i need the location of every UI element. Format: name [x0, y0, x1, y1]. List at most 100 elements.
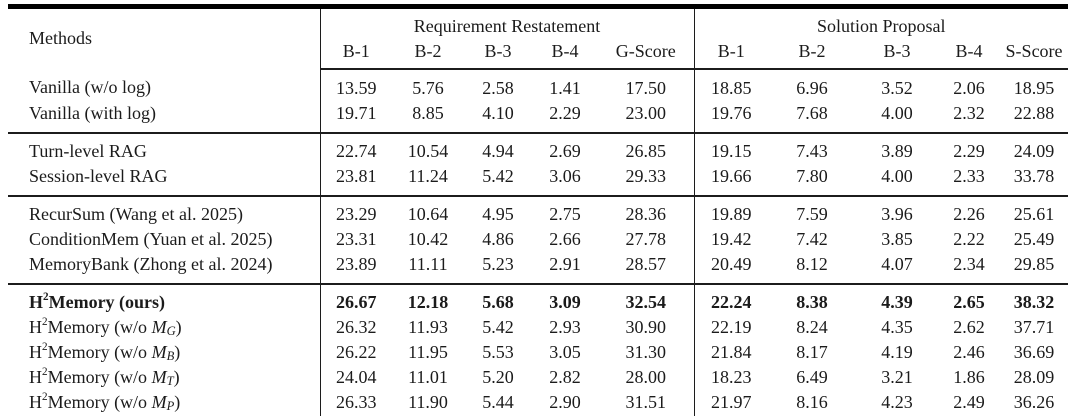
req-b-4-value: 2.90 [549, 391, 581, 412]
req-b-3-value: 5.42 [482, 316, 514, 337]
req-b-1-value: 23.81 [319, 164, 392, 196]
sol-b-3-value: 4.00 [881, 102, 913, 123]
req-b-2-value: 10.54 [392, 132, 464, 164]
req-b-1-value: 26.22 [319, 340, 392, 365]
sol-s-score-value: 22.88 [1013, 102, 1055, 123]
req-b-2-value: 11.90 [408, 391, 448, 412]
sol-b-4-value: 2.06 [953, 77, 985, 98]
req-b-2-value: 5.76 [412, 77, 444, 98]
req-b-4-value: 2.93 [549, 316, 581, 337]
req-b-1-value: 24.04 [319, 365, 392, 390]
method-name: H2Memory (w/o MG) [29, 316, 182, 339]
req-g-score-column-header: G-Score [598, 40, 695, 70]
req-b-3-value: 5.53 [482, 341, 514, 362]
sol-s-score-value: 36.69 [1013, 341, 1055, 362]
req-g-score-value: 30.90 [625, 316, 667, 337]
req-b-1-value: 23.31 [319, 227, 392, 252]
req-g-score-value: 28.36 [598, 195, 695, 227]
req-b-4-value: 3.09 [532, 283, 598, 315]
method-name: RecurSum (Wang et al. 2025) [8, 195, 320, 227]
sol-b-2-value: 8.24 [796, 316, 828, 337]
req-g-score-value: 31.51 [625, 391, 667, 412]
req-g-score-value: 28.00 [625, 366, 667, 387]
req-b-1-value: 23.29 [319, 195, 392, 227]
sol-s-score-value: 24.09 [1000, 132, 1069, 164]
sol-b-1-value: 22.24 [693, 283, 769, 315]
req-b-3-value: 4.10 [482, 102, 514, 123]
req-g-score-value: 29.33 [625, 165, 667, 186]
req-b-2-value: 8.85 [412, 102, 444, 123]
table-body: Vanilla (w/o log) 13.59 5.76 2.58 1.41 17.50 1… [8, 69, 1069, 416]
sol-b-1-value: 19.15 [693, 132, 769, 164]
method-name: Turn-level RAG [8, 132, 320, 164]
method-name: Session-level RAG [29, 165, 168, 186]
sol-b-4-value: 2.49 [953, 391, 985, 412]
req-b-2-value: 12.18 [392, 283, 464, 315]
sol-s-score-value: 25.61 [1000, 195, 1069, 227]
req-b-1-value: 23.89 [319, 252, 392, 284]
sol-b-4-value: 2.32 [953, 102, 985, 123]
req-g-score-value: 32.54 [598, 283, 695, 315]
req-b-3-value: 4.94 [464, 132, 532, 164]
req-g-score-value: 17.50 [625, 77, 667, 98]
req-b-4-value: 2.69 [532, 132, 598, 164]
sol-b-3-value: 3.21 [881, 366, 913, 387]
sol-b-2-value: 7.59 [768, 195, 857, 227]
sol-b-4-value: 2.22 [953, 228, 985, 249]
sol-b-4-value: 2.29 [938, 132, 1001, 164]
group-header-solution-proposal: Solution Proposal [693, 6, 1069, 40]
req-b-4-value: 2.29 [549, 102, 581, 123]
method-name: H2Memory (w/o MP) [29, 391, 181, 414]
table-row: H2Memory (w/o MG) 26.32 11.93 5.42 2.93 30.90… [8, 315, 1068, 340]
sol-b-3-value: 4.07 [881, 253, 913, 274]
methods-column-header: Methods [29, 28, 92, 49]
sol-b-2-value: 7.43 [768, 132, 857, 164]
sol-b-1-value: 22.19 [693, 315, 769, 340]
req-b-1-value: 26.67 [319, 283, 392, 315]
sol-b-1-value: 20.49 [693, 252, 769, 284]
req-b-2-value: 11.24 [408, 165, 448, 186]
sol-b-3-value: 3.89 [856, 132, 939, 164]
sol-b-2-value: 6.96 [796, 77, 828, 98]
sol-b-3-value: 3.52 [881, 77, 913, 98]
table-row: H2Memory (ours) 26.67 12.18 5.68 3.09 32.54 22… [8, 283, 1069, 315]
sol-b-3-value: 4.23 [881, 391, 913, 412]
req-b-1-value: 26.32 [319, 315, 392, 340]
req-b-3-value: 5.42 [482, 165, 514, 186]
sol-s-score-value: 29.85 [1013, 253, 1055, 274]
method-name: ConditionMem (Yuan et al. 2025) [29, 228, 273, 249]
req-b-3-value: 4.86 [482, 228, 514, 249]
req-b-4-value: 2.82 [549, 366, 581, 387]
sol-b-2-value: 7.68 [796, 102, 828, 123]
method-name: Vanilla (w/o log) [29, 77, 151, 98]
sol-b-3-value: 4.00 [881, 165, 913, 186]
sol-b-2-value: 8.17 [796, 341, 828, 362]
req-g-score-value: 31.30 [625, 341, 667, 362]
sol-b-1-value: 19.89 [693, 195, 769, 227]
req-b-1-value: 26.33 [319, 390, 392, 416]
req-b-2-column-header: B-2 [392, 40, 464, 70]
req-b-3-value: 5.44 [482, 391, 514, 412]
req-b-3-column-header: B-3 [464, 40, 532, 70]
sol-b-2-value: 8.16 [796, 391, 828, 412]
req-b-3-value: 5.23 [482, 253, 514, 274]
sol-b-1-value: 19.76 [693, 101, 769, 133]
sol-s-score-value: 33.78 [1013, 165, 1055, 186]
req-b-4-value: 2.91 [549, 253, 581, 274]
sol-b-3-value: 4.19 [881, 341, 913, 362]
sol-b-2-value: 7.42 [796, 228, 828, 249]
sol-b-3-value: 4.39 [856, 283, 939, 315]
sol-b-1-value: 19.42 [693, 227, 769, 252]
req-b-1-value: 13.59 [319, 69, 392, 101]
table-row: H2Memory (w/o MP) 26.33 11.90 5.44 2.90 31.51… [8, 390, 1068, 416]
sol-b-2-value: 6.49 [796, 366, 828, 387]
req-b-1-value: 19.71 [319, 101, 392, 133]
req-g-score-value: 23.00 [625, 102, 667, 123]
req-b-2-value: 11.01 [408, 366, 448, 387]
req-g-score-value: 27.78 [625, 228, 667, 249]
req-b-4-value: 3.05 [549, 341, 581, 362]
method-name: H2Memory (w/o MT) [29, 366, 180, 389]
sol-b-1-column-header: B-1 [693, 40, 769, 70]
sol-b-1-value: 19.66 [693, 164, 769, 196]
